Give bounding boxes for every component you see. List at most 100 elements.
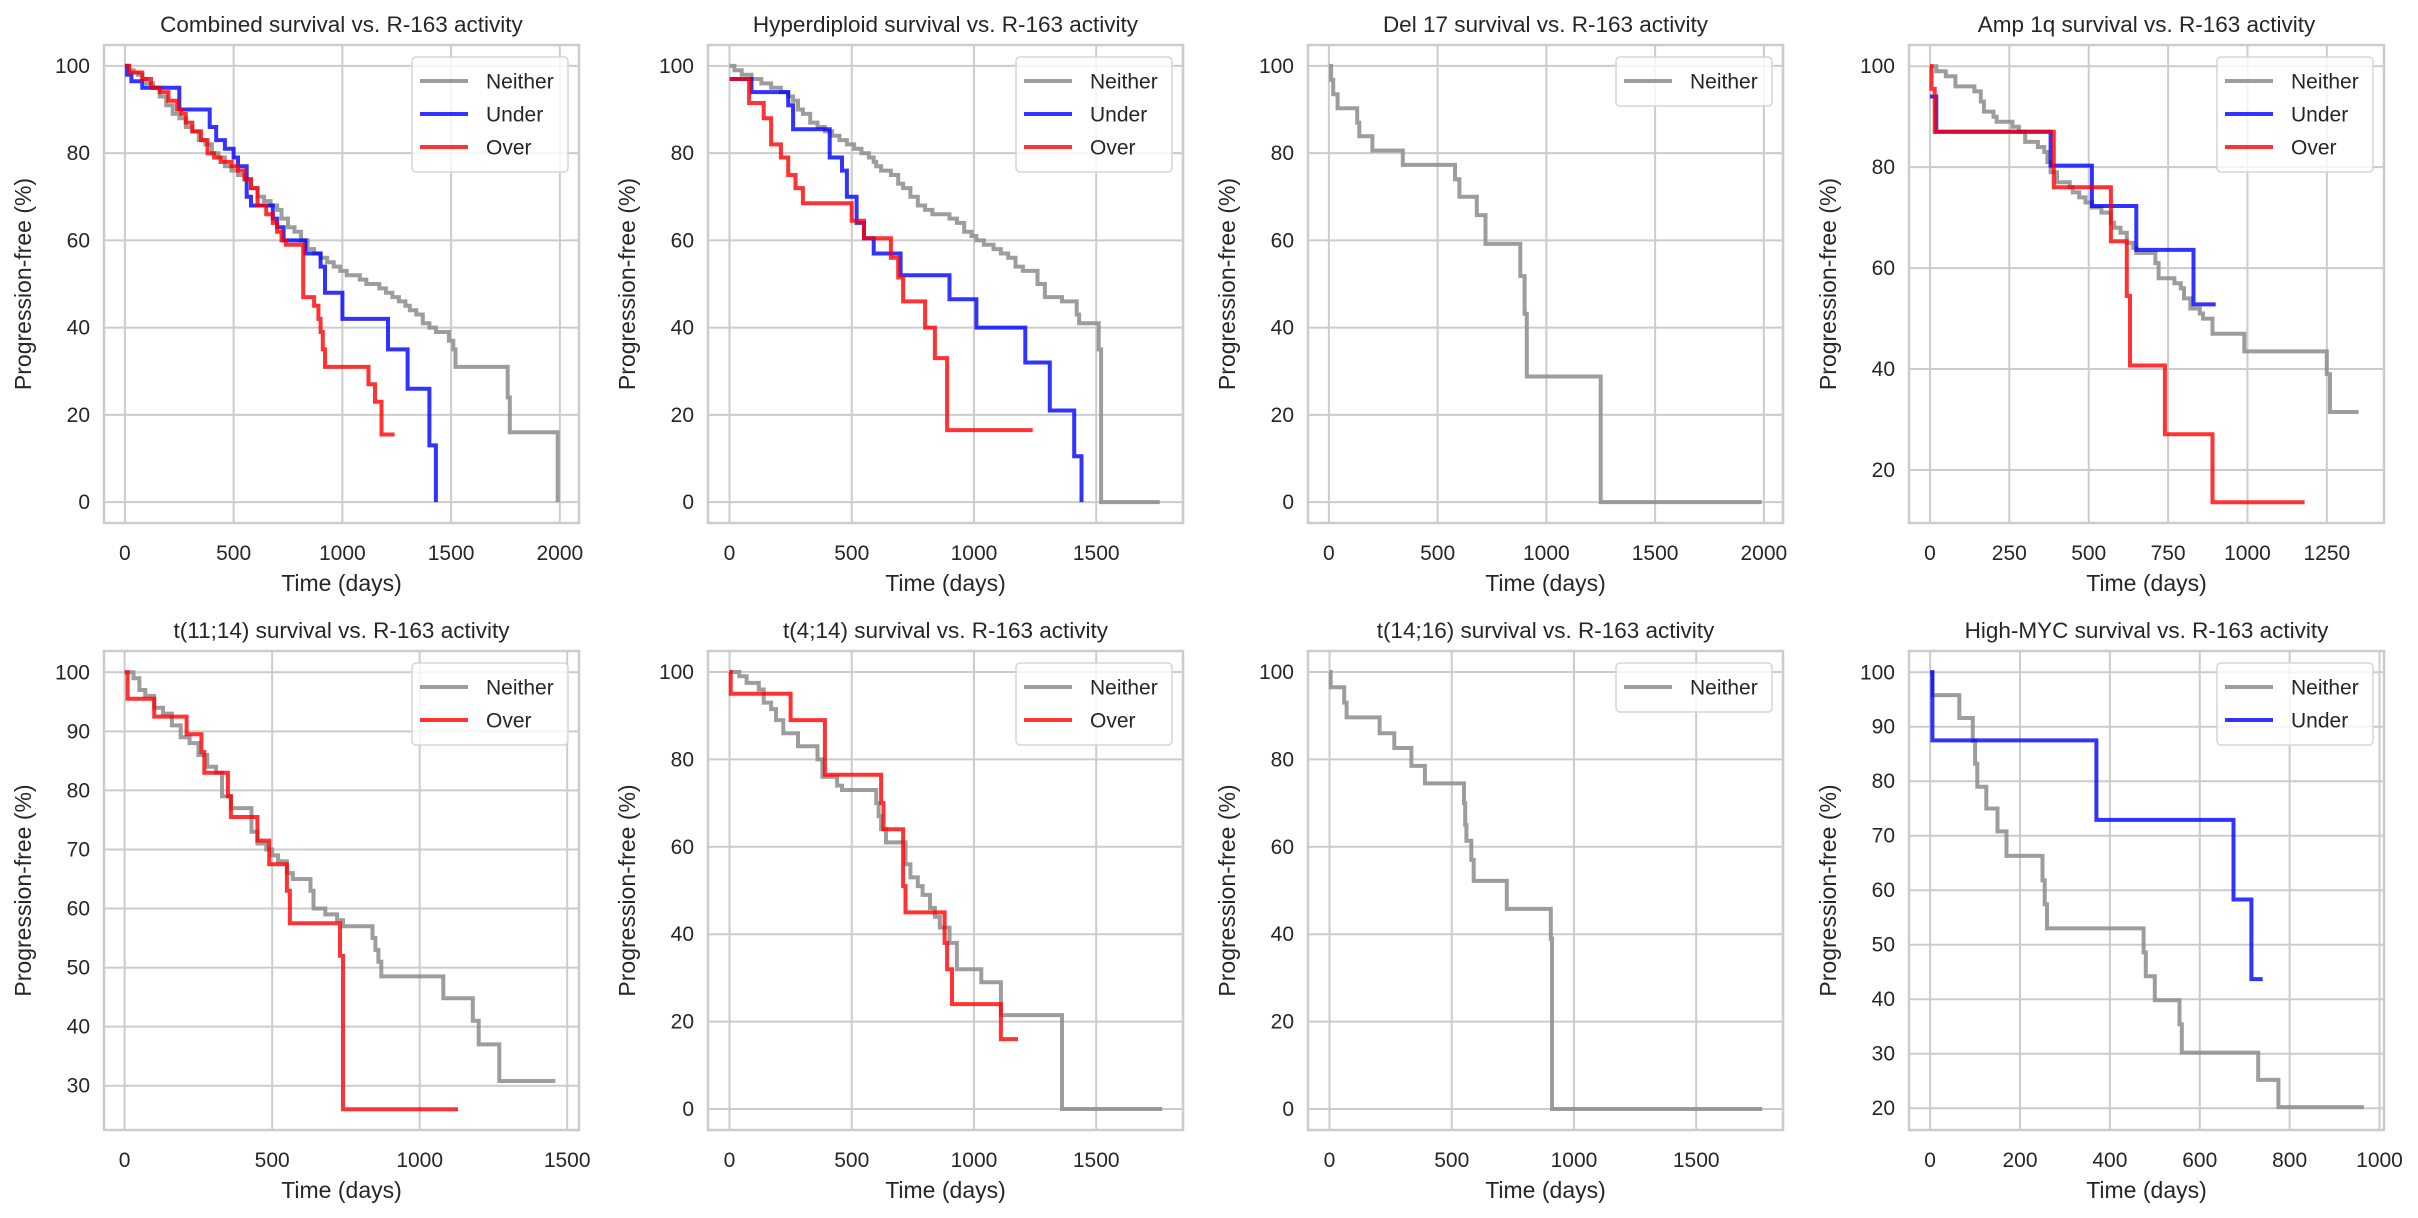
- legend-label-under: Under: [486, 104, 543, 127]
- y-tick-label: 100: [55, 55, 90, 78]
- y-axis-label: Progression-free (%): [10, 178, 36, 390]
- y-tick-label: 30: [1872, 1043, 1895, 1066]
- plot-area: [1308, 651, 1783, 1130]
- x-tick-label: 1500: [1673, 1149, 1720, 1172]
- y-tick-label: 100: [1259, 661, 1294, 684]
- y-tick-label: 60: [1872, 257, 1895, 280]
- series-line-over: [729, 77, 1033, 433]
- y-axis-label: Progression-free (%): [1815, 784, 1841, 996]
- legend: Neither Over: [1015, 662, 1173, 746]
- x-tick-label: 1000: [2224, 542, 2271, 565]
- y-tick-label: 20: [1872, 1097, 1895, 1120]
- series-line-under: [124, 63, 438, 503]
- x-tick-label: 2000: [1741, 542, 1788, 565]
- legend-box: [1615, 56, 1773, 107]
- y-tick-label: 60: [671, 836, 694, 859]
- series-group: [1328, 63, 1762, 505]
- x-tick-label: 0: [724, 542, 736, 565]
- axes-frame: [706, 649, 1185, 1132]
- panel-title: Combined survival vs. R-163 activity: [160, 12, 523, 37]
- legend-label-over: Over: [2291, 137, 2337, 160]
- legend-label-neither: Neither: [486, 677, 554, 700]
- y-tick-label: 60: [67, 898, 90, 921]
- y-tick-label: 40: [67, 317, 90, 340]
- x-tick-label: 500: [216, 542, 251, 565]
- x-axis-label: Time (days): [2086, 1177, 2207, 1203]
- legend-label-neither: Neither: [1690, 71, 1758, 94]
- legend: Neither: [1615, 662, 1773, 713]
- legend-label-neither: Neither: [2291, 71, 2359, 94]
- panel-6: 0 500 1000 1500 0 20 40 60 80 100 t(4;14) survival…: [614, 618, 1185, 1203]
- y-tick-label: 40: [1872, 358, 1895, 381]
- x-tick-label: 750: [2151, 542, 2186, 565]
- series-line-neither: [1930, 670, 2364, 1110]
- series-group: [124, 63, 560, 503]
- legend: Neither Under: [2216, 662, 2374, 746]
- x-axis-label: Time (days): [885, 1177, 1006, 1203]
- panel-2: 0 500 1000 1500 0 20 40 60 80 100 Hyperdiploid sur…: [614, 12, 1185, 596]
- y-tick-label: 80: [1872, 156, 1895, 179]
- legend-label-under: Under: [2291, 710, 2348, 733]
- x-axis-label: Time (days): [281, 570, 402, 596]
- y-axis-label: Progression-free (%): [614, 784, 640, 996]
- x-tick-label: 0: [724, 1149, 736, 1172]
- panel-4: 0 250 500 750 1000 1250 20 40 60 80 100 Amp 1q surv…: [1815, 12, 2386, 596]
- y-axis-label: Progression-free (%): [10, 784, 36, 996]
- panel-title: Amp 1q survival vs. R-163 activity: [1978, 12, 2316, 37]
- legend-label-under: Under: [1090, 104, 1147, 127]
- y-tick-label: 20: [1271, 404, 1294, 427]
- x-tick-label: 600: [2182, 1149, 2217, 1172]
- series-line-neither: [729, 63, 1160, 505]
- y-tick-label: 100: [659, 55, 694, 78]
- panel-title: Hyperdiploid survival vs. R-163 activity: [753, 12, 1139, 37]
- legend-label-neither: Neither: [1090, 71, 1158, 94]
- legend-label-neither: Neither: [1690, 677, 1758, 700]
- x-tick-label: 0: [1924, 542, 1936, 565]
- x-axis-label: Time (days): [2086, 570, 2207, 596]
- legend-label-under: Under: [2291, 104, 2348, 127]
- y-tick-label: 100: [1860, 661, 1895, 684]
- y-tick-label: 20: [67, 404, 90, 427]
- x-tick-label: 2000: [537, 542, 584, 565]
- y-tick-label: 60: [67, 229, 90, 252]
- legend-box: [1615, 662, 1773, 713]
- y-tick-label: 90: [67, 720, 90, 743]
- x-tick-label: 250: [1992, 542, 2027, 565]
- x-tick-label: 1000: [1551, 1149, 1598, 1172]
- x-tick-label: 0: [1323, 542, 1335, 565]
- axes-frame: [706, 43, 1185, 525]
- x-tick-label: 1500: [428, 542, 475, 565]
- x-tick-label: 0: [1324, 1149, 1336, 1172]
- legend: Neither Over: [411, 662, 569, 746]
- y-tick-label: 40: [671, 317, 694, 340]
- y-tick-label: 80: [671, 748, 694, 771]
- x-axis-label: Time (days): [281, 1177, 402, 1203]
- legend-box: [2216, 56, 2374, 173]
- y-tick-label: 0: [682, 1098, 694, 1121]
- legend-box: [411, 56, 569, 173]
- panel-title: t(11;14) survival vs. R-163 activity: [174, 618, 511, 643]
- y-axis-label: Progression-free (%): [1815, 178, 1841, 390]
- x-tick-label: 1000: [1523, 542, 1570, 565]
- panel-title: High-MYC survival vs. R-163 activity: [1965, 618, 2330, 643]
- y-tick-label: 70: [1872, 825, 1895, 848]
- y-tick-label: 80: [1271, 142, 1294, 165]
- series-line-under: [1930, 670, 2263, 982]
- y-tick-label: 100: [1860, 55, 1895, 78]
- x-tick-label: 0: [119, 542, 131, 565]
- series-group: [728, 670, 1163, 1111]
- axes-frame: [102, 43, 581, 525]
- series-line-neither: [1328, 63, 1762, 505]
- y-axis-label: Progression-free (%): [1214, 178, 1240, 390]
- y-tick-label: 100: [55, 661, 90, 684]
- panel-7: 0 500 1000 1500 0 20 40 60 80 100 t(14;16) surviva…: [1214, 618, 1785, 1203]
- series-line-over: [728, 670, 1018, 1042]
- series-group: [1930, 670, 2364, 1110]
- x-tick-label: 500: [1434, 1149, 1469, 1172]
- x-axis-label: Time (days): [1485, 1177, 1606, 1203]
- legend: Neither: [1615, 56, 1773, 107]
- x-axis-label: Time (days): [1485, 570, 1606, 596]
- y-tick-label: 80: [1271, 748, 1294, 771]
- panel-8: 0 200 400 600 800 1000 20 30 40 50 60 70 80 90 100 High…: [1815, 618, 2403, 1203]
